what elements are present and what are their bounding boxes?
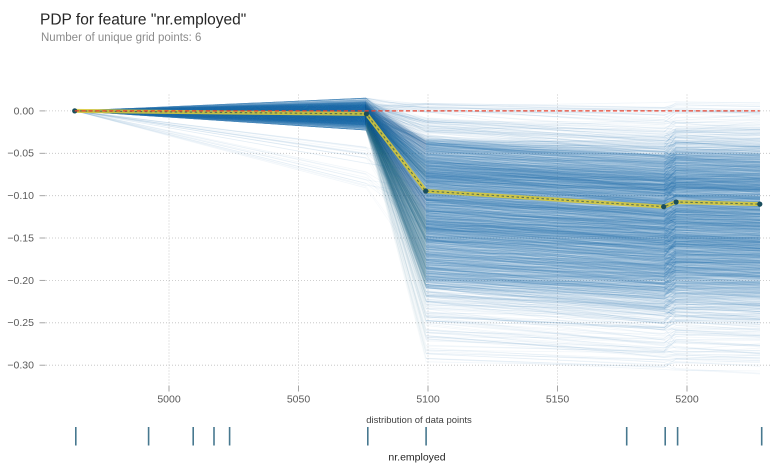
svg-text:nr.employed: nr.employed <box>388 452 445 464</box>
svg-text:5000: 5000 <box>157 394 181 406</box>
svg-text:5150: 5150 <box>546 394 570 406</box>
svg-text:5050: 5050 <box>287 394 311 406</box>
svg-text:−0.20: −0.20 <box>7 275 34 287</box>
svg-text:−0.05: −0.05 <box>7 148 34 160</box>
svg-text:−0.15: −0.15 <box>7 232 34 244</box>
svg-text:Number of unique grid points:: Number of unique grid points: 6 <box>41 32 201 44</box>
svg-text:5100: 5100 <box>416 394 440 406</box>
svg-text:0.00: 0.00 <box>14 105 35 117</box>
svg-text:5200: 5200 <box>675 394 699 406</box>
svg-text:−0.10: −0.10 <box>7 190 34 202</box>
svg-text:distribution of data points: distribution of data points <box>366 415 472 426</box>
svg-text:−0.25: −0.25 <box>7 317 34 329</box>
svg-text:PDP for feature "nr.employed": PDP for feature "nr.employed" <box>40 12 246 29</box>
svg-text:−0.30: −0.30 <box>7 360 34 372</box>
